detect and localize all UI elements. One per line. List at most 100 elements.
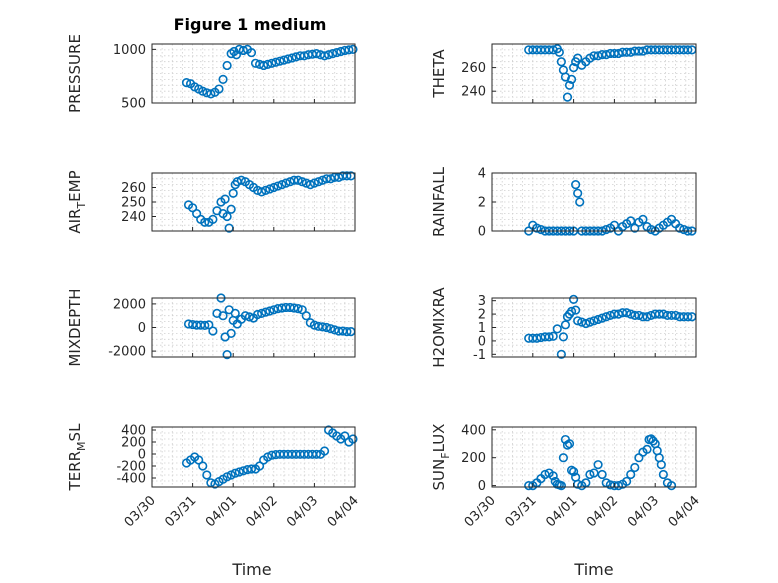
x-tick-label: 04/03 bbox=[284, 493, 321, 530]
data-point bbox=[277, 180, 287, 190]
y-tick-label: 2 bbox=[478, 196, 486, 211]
data-point bbox=[683, 312, 693, 322]
data-point bbox=[562, 92, 573, 102]
data-point bbox=[556, 481, 566, 491]
data-point bbox=[234, 467, 244, 477]
y-tick-label: -1 bbox=[473, 348, 486, 363]
y-axis-label: MIXDEPTH bbox=[66, 288, 84, 366]
x-tick-label: 03/31 bbox=[162, 493, 199, 530]
data-point bbox=[319, 446, 330, 456]
data-point bbox=[575, 197, 585, 207]
data-point bbox=[305, 180, 315, 190]
data-point bbox=[202, 470, 212, 480]
y-tick-label: 500 bbox=[121, 97, 146, 112]
data-point bbox=[568, 62, 579, 73]
data-point bbox=[562, 440, 573, 450]
data-point bbox=[560, 320, 571, 330]
data-point bbox=[568, 467, 579, 477]
y-tick-label: 260 bbox=[121, 181, 146, 196]
data-point bbox=[240, 311, 250, 321]
data-point bbox=[321, 322, 332, 333]
data-point bbox=[275, 56, 285, 66]
data-point bbox=[324, 50, 334, 60]
data-point bbox=[309, 320, 320, 330]
data-point bbox=[666, 481, 677, 491]
data-point bbox=[265, 184, 275, 194]
data-point bbox=[564, 439, 575, 449]
data-point bbox=[218, 74, 228, 84]
data-point bbox=[257, 308, 267, 318]
y-tick-label: 3 bbox=[478, 294, 486, 309]
data-point bbox=[319, 51, 330, 61]
data-point bbox=[328, 49, 338, 59]
y-tick-label: -400 bbox=[116, 472, 146, 487]
data-point bbox=[226, 328, 236, 339]
data-point bbox=[622, 476, 632, 487]
y-tick-label: 1 bbox=[478, 321, 486, 336]
data-point bbox=[630, 462, 640, 473]
data-point bbox=[283, 54, 293, 64]
x-tick-label: 04/02 bbox=[584, 493, 621, 530]
data-point bbox=[263, 59, 273, 69]
data-point bbox=[573, 316, 583, 326]
data-point bbox=[626, 469, 636, 480]
data-point bbox=[597, 469, 607, 480]
data-point bbox=[301, 311, 311, 321]
axes-box bbox=[491, 426, 697, 488]
y-tick-label: 1000 bbox=[113, 43, 146, 58]
y-axis-label: AIRTEMP bbox=[66, 170, 88, 233]
data-point bbox=[261, 307, 271, 317]
data-point bbox=[261, 185, 271, 195]
data-point bbox=[571, 180, 581, 190]
data-point bbox=[254, 461, 265, 471]
data-point bbox=[344, 45, 354, 55]
y-tick-label: 2 bbox=[478, 308, 486, 323]
data-point bbox=[622, 308, 632, 318]
data-point bbox=[244, 312, 255, 322]
data-point bbox=[218, 311, 228, 321]
y-axis-label: RAINFALL bbox=[430, 166, 448, 237]
y-axis-label: THETA bbox=[430, 49, 448, 99]
data-point bbox=[299, 51, 309, 61]
data-point bbox=[571, 305, 581, 315]
y-tick-label: -2000 bbox=[108, 345, 146, 360]
data-point bbox=[204, 320, 214, 330]
y-tick-label: 240 bbox=[461, 85, 486, 100]
figure-title: Figure 1 medium bbox=[174, 15, 327, 34]
data-point bbox=[552, 324, 562, 334]
data-point bbox=[573, 53, 583, 63]
data-point bbox=[601, 312, 611, 322]
data-point bbox=[675, 223, 685, 233]
data-point bbox=[309, 178, 320, 188]
data-point bbox=[589, 316, 599, 326]
x-tick-label: 04/01 bbox=[203, 493, 240, 530]
data-point bbox=[556, 57, 566, 67]
subplot-2: 240 260 THETA bbox=[430, 43, 697, 104]
y-tick-label: 400 bbox=[461, 423, 486, 438]
data-point bbox=[564, 80, 575, 90]
data-point bbox=[222, 350, 232, 360]
data-point bbox=[200, 320, 210, 330]
data-point bbox=[246, 464, 257, 474]
data-point bbox=[214, 84, 224, 94]
data-point bbox=[568, 294, 579, 304]
data-point bbox=[259, 60, 269, 71]
data-point bbox=[257, 187, 267, 197]
data-point bbox=[311, 449, 322, 459]
data-point bbox=[326, 324, 336, 334]
y-tick-label: 2000 bbox=[113, 297, 146, 312]
data-point bbox=[198, 461, 208, 471]
data-point bbox=[293, 175, 303, 185]
data-point bbox=[206, 89, 216, 99]
data-point bbox=[238, 466, 248, 476]
x-tick-label: 04/03 bbox=[625, 493, 662, 530]
data-point bbox=[222, 60, 232, 71]
subplot-8: 0 200 400 03/30 03/31 04/01 04/02 04/03 04/04 SUN… bbox=[430, 423, 703, 530]
data-point bbox=[267, 58, 277, 68]
y-tick-label: 0 bbox=[138, 321, 146, 336]
data-point bbox=[222, 211, 232, 222]
data-point bbox=[566, 74, 577, 84]
